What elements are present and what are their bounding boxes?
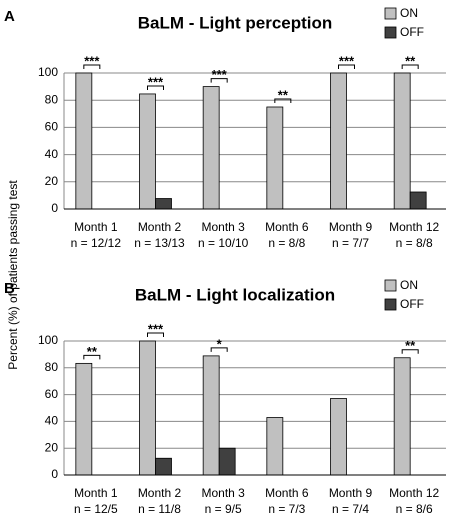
x-tick-sublabel: n = 7/3 [268, 502, 305, 516]
significance-bracket [210, 78, 228, 83]
x-tick-label: Month 12 [389, 220, 439, 234]
significance-bracket [210, 347, 228, 352]
x-tick-label: Month 3 [201, 486, 245, 500]
x-tick-sublabel: n = 11/8 [138, 502, 181, 516]
panel-label: B [4, 280, 15, 297]
significance-bracket [147, 85, 164, 90]
bar [409, 191, 427, 210]
x-tick-label: Month 1 [74, 486, 118, 500]
panel-label: A [4, 8, 15, 25]
bar [393, 72, 411, 210]
bar [155, 198, 172, 210]
x-tick-label: Month 9 [329, 220, 373, 234]
legend-label: OFF [400, 25, 424, 39]
bar [139, 340, 156, 476]
significance-bracket [401, 349, 419, 354]
bar [266, 417, 284, 476]
x-tick-sublabel: n = 8/6 [396, 502, 433, 516]
bar [202, 86, 220, 210]
legend-swatch [384, 26, 397, 39]
legend-swatch [384, 7, 397, 20]
bar [202, 355, 220, 476]
x-tick-sublabel: n = 9/5 [205, 502, 242, 516]
y-tick-label: 100 [38, 65, 58, 79]
x-tick-label: Month 6 [265, 220, 309, 234]
bar [155, 457, 172, 476]
x-tick-label: Month 6 [265, 486, 309, 500]
y-tick-label: 0 [51, 201, 58, 215]
bar [218, 447, 236, 476]
y-tick-label: 40 [45, 147, 59, 161]
significance-bracket [83, 354, 101, 360]
x-tick-label: Month 12 [389, 486, 439, 500]
legend-swatch [384, 298, 397, 311]
significance-label: * [217, 336, 223, 351]
x-tick-sublabel: n = 13/13 [134, 236, 185, 250]
significance-label: ** [278, 87, 289, 102]
x-tick-label: Month 2 [138, 220, 182, 234]
legend-label: OFF [400, 297, 424, 311]
significance-label: ** [87, 344, 98, 359]
bar [330, 72, 347, 210]
x-tick-label: Month 2 [138, 486, 182, 500]
y-tick-label: 60 [45, 120, 59, 134]
y-tick-label: 100 [38, 333, 58, 347]
significance-bracket [147, 332, 164, 337]
bar [266, 106, 284, 210]
legend-label: ON [400, 6, 418, 20]
y-axis-label: Percent (%) of patients passing test [6, 180, 20, 370]
y-tick-label: 60 [45, 387, 59, 401]
x-tick-sublabel: n = 12/5 [74, 502, 118, 516]
x-tick-sublabel: n = 7/4 [332, 502, 369, 516]
legend-label: ON [400, 278, 418, 292]
significance-label: ** [405, 338, 416, 353]
bar [75, 362, 93, 476]
chart-title: BaLM - Light perception [138, 13, 333, 32]
y-tick-label: 20 [45, 440, 59, 454]
x-tick-sublabel: n = 12/12 [71, 236, 122, 250]
significance-label: *** [339, 53, 355, 68]
x-tick-sublabel: n = 8/8 [396, 236, 433, 250]
significance-bracket [274, 98, 292, 103]
x-tick-label: Month 9 [329, 486, 373, 500]
y-tick-label: 0 [51, 467, 58, 481]
significance-label: *** [148, 74, 164, 89]
x-tick-sublabel: n = 10/10 [198, 236, 249, 250]
x-tick-label: Month 1 [74, 220, 118, 234]
significance-bracket [83, 64, 101, 69]
bar [330, 398, 347, 476]
significance-label: *** [84, 53, 100, 68]
bar [139, 93, 156, 210]
y-tick-label: 80 [45, 360, 59, 374]
x-tick-sublabel: n = 7/7 [332, 236, 369, 250]
chart-title: BaLM - Light localization [135, 285, 335, 304]
significance-label: ** [405, 53, 416, 68]
y-tick-label: 40 [45, 414, 59, 428]
legend-swatch [384, 279, 397, 292]
bar [393, 357, 411, 476]
bar [75, 72, 93, 210]
y-tick-label: 80 [45, 92, 59, 106]
significance-label: *** [148, 321, 164, 336]
significance-label: *** [212, 67, 228, 82]
x-tick-sublabel: n = 8/8 [268, 236, 305, 250]
significance-bracket [401, 64, 419, 69]
x-tick-label: Month 3 [201, 220, 245, 234]
y-tick-label: 20 [45, 174, 59, 188]
significance-bracket [338, 64, 355, 69]
